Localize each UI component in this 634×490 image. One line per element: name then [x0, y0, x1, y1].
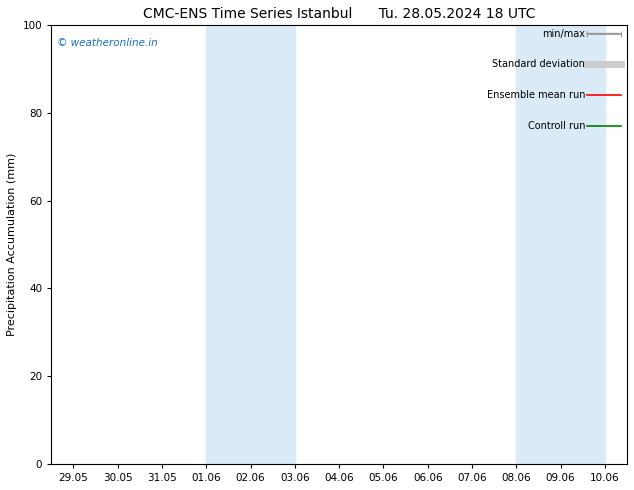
Y-axis label: Precipitation Accumulation (mm): Precipitation Accumulation (mm): [7, 153, 17, 336]
Text: Ensemble mean run: Ensemble mean run: [486, 90, 585, 100]
Text: min/max: min/max: [542, 29, 585, 39]
Text: Controll run: Controll run: [527, 121, 585, 131]
Text: © weatheronline.in: © weatheronline.in: [57, 38, 158, 48]
Bar: [516, 25, 605, 464]
Title: CMC-ENS Time Series Istanbul      Tu. 28.05.2024 18 UTC: CMC-ENS Time Series Istanbul Tu. 28.05.2…: [143, 7, 535, 21]
Bar: [206, 25, 295, 464]
Text: Standard deviation: Standard deviation: [492, 59, 585, 70]
